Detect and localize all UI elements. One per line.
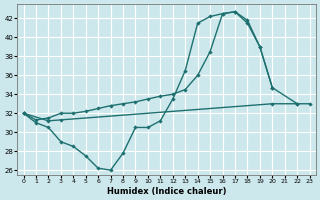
X-axis label: Humidex (Indice chaleur): Humidex (Indice chaleur) <box>107 187 226 196</box>
